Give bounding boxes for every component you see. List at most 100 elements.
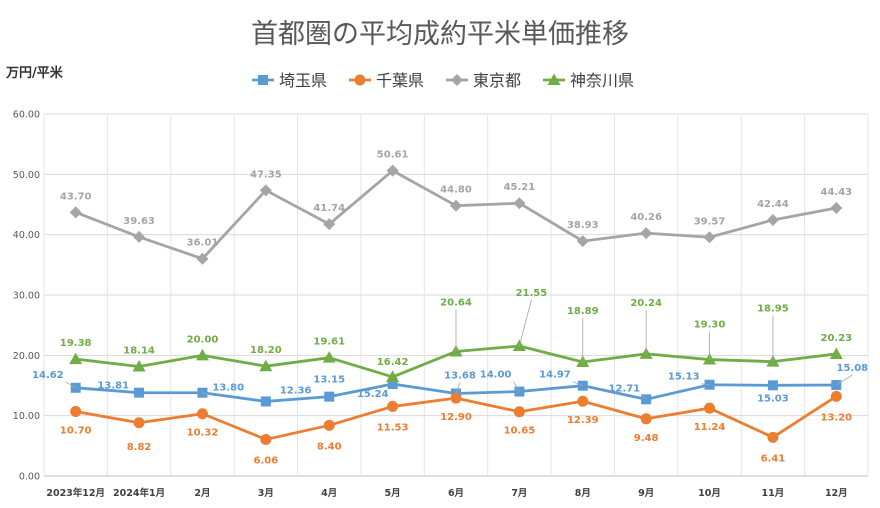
- data-label: 50.61: [377, 150, 409, 161]
- data-labels: 43.70 39.63 36.01 47.35 41.74 50.61 44.80 45.21…: [32, 150, 868, 467]
- label-leader: [641, 395, 647, 400]
- data-label: 18.89: [567, 306, 599, 317]
- data-label: 44.43: [820, 187, 852, 198]
- data-label: 14.62: [32, 370, 64, 381]
- data-label: 19.38: [60, 338, 92, 349]
- label-leader: [455, 382, 461, 394]
- data-point: [196, 252, 209, 265]
- data-label: 10.32: [187, 428, 219, 439]
- data-point: [258, 75, 268, 85]
- y-axis-unit-label: 万円/平米: [5, 65, 64, 81]
- legend-item: 千葉県: [349, 71, 424, 90]
- data-point: [386, 370, 400, 382]
- label-leader: [572, 381, 583, 387]
- data-label: 11.24: [694, 422, 726, 433]
- data-label: 15.13: [668, 372, 700, 383]
- data-point: [260, 396, 271, 407]
- data-label: 45.21: [504, 182, 536, 193]
- data-point: [767, 380, 778, 391]
- data-label: 40.26: [630, 212, 662, 223]
- data-point: [70, 405, 82, 417]
- x-tick-label: 9月: [638, 488, 654, 499]
- label-leader: [701, 383, 710, 386]
- data-label: 18.14: [123, 346, 155, 357]
- data-point: [547, 73, 561, 85]
- data-label: 39.57: [694, 216, 726, 227]
- label-leader: [513, 381, 520, 392]
- data-label: 10.65: [504, 426, 536, 437]
- data-label: 42.44: [757, 199, 789, 210]
- data-label: 15.08: [836, 363, 868, 374]
- label-leader: [202, 392, 211, 396]
- data-point: [323, 218, 336, 231]
- label-leader: [836, 374, 853, 386]
- data-point: [703, 231, 716, 244]
- label-leader: [65, 381, 76, 389]
- x-tick-label: 2023年12月: [46, 487, 105, 499]
- data-point: [640, 413, 652, 425]
- y-axis: 0.00 10.00 20.00 30.00 40.00 50.00 60.00: [13, 110, 40, 483]
- legend-label: 千葉県: [376, 71, 424, 90]
- y-tick-label: 10.00: [13, 411, 40, 422]
- data-point: [134, 387, 145, 398]
- data-label: 39.63: [123, 216, 155, 227]
- data-label: 20.64: [440, 297, 472, 308]
- data-point: [829, 347, 843, 359]
- y-tick-label: 0.00: [19, 472, 40, 483]
- data-point: [132, 360, 146, 372]
- x-tick-label: 6月: [448, 488, 464, 499]
- data-label: 12.36: [280, 385, 312, 396]
- data-label: 8.82: [127, 442, 152, 453]
- data-label: 19.61: [313, 337, 345, 348]
- data-point: [451, 74, 463, 86]
- x-tick-label: 3月: [258, 488, 274, 499]
- data-point: [323, 419, 335, 431]
- data-point: [386, 164, 399, 177]
- data-point: [133, 230, 146, 243]
- data-label: 44.80: [440, 185, 472, 196]
- data-point: [260, 433, 272, 445]
- data-label: 43.70: [60, 191, 92, 202]
- data-point: [195, 348, 209, 361]
- data-point: [259, 184, 272, 197]
- y-tick-label: 20.00: [13, 351, 40, 362]
- data-label: 18.95: [757, 304, 789, 315]
- x-tick-label: 8月: [575, 488, 591, 499]
- x-tick-label: 4月: [321, 488, 337, 499]
- x-tick-label: 12月: [825, 488, 848, 499]
- data-point: [576, 235, 589, 248]
- legend-label: 埼玉県: [279, 71, 327, 90]
- data-point: [704, 402, 716, 414]
- data-label: 8.40: [317, 441, 342, 452]
- data-label: 20.23: [820, 333, 852, 344]
- data-label: 20.24: [630, 298, 662, 309]
- data-point: [259, 359, 273, 372]
- data-point: [830, 201, 843, 214]
- data-label: 6.06: [254, 455, 279, 466]
- data-label: 15.03: [757, 393, 789, 404]
- data-label: 10.70: [60, 425, 92, 436]
- data-point: [69, 352, 83, 365]
- data-label: 11.53: [377, 422, 409, 433]
- x-tick-label: 5月: [385, 488, 401, 499]
- data-point: [450, 392, 462, 404]
- data-label: 19.30: [694, 320, 726, 331]
- data-point: [324, 391, 335, 402]
- data-label: 13.80: [212, 383, 244, 394]
- data-label: 15.24: [357, 389, 389, 400]
- data-label: 6.41: [761, 453, 786, 464]
- data-point: [387, 400, 399, 412]
- data-label: 14.00: [480, 370, 512, 381]
- x-tick-label: 10月: [698, 488, 721, 499]
- data-label: 36.01: [187, 238, 219, 249]
- data-label: 21.55: [516, 288, 548, 299]
- legend-item: 埼玉県: [252, 71, 327, 90]
- x-tick-label: 2024年1月: [113, 487, 165, 499]
- data-point: [640, 227, 653, 240]
- x-tick-label: 7月: [511, 488, 527, 499]
- legend-item: 神奈川県: [543, 71, 634, 90]
- data-label: 12.71: [609, 383, 641, 394]
- data-point: [577, 395, 589, 407]
- data-label: 13.68: [444, 370, 476, 381]
